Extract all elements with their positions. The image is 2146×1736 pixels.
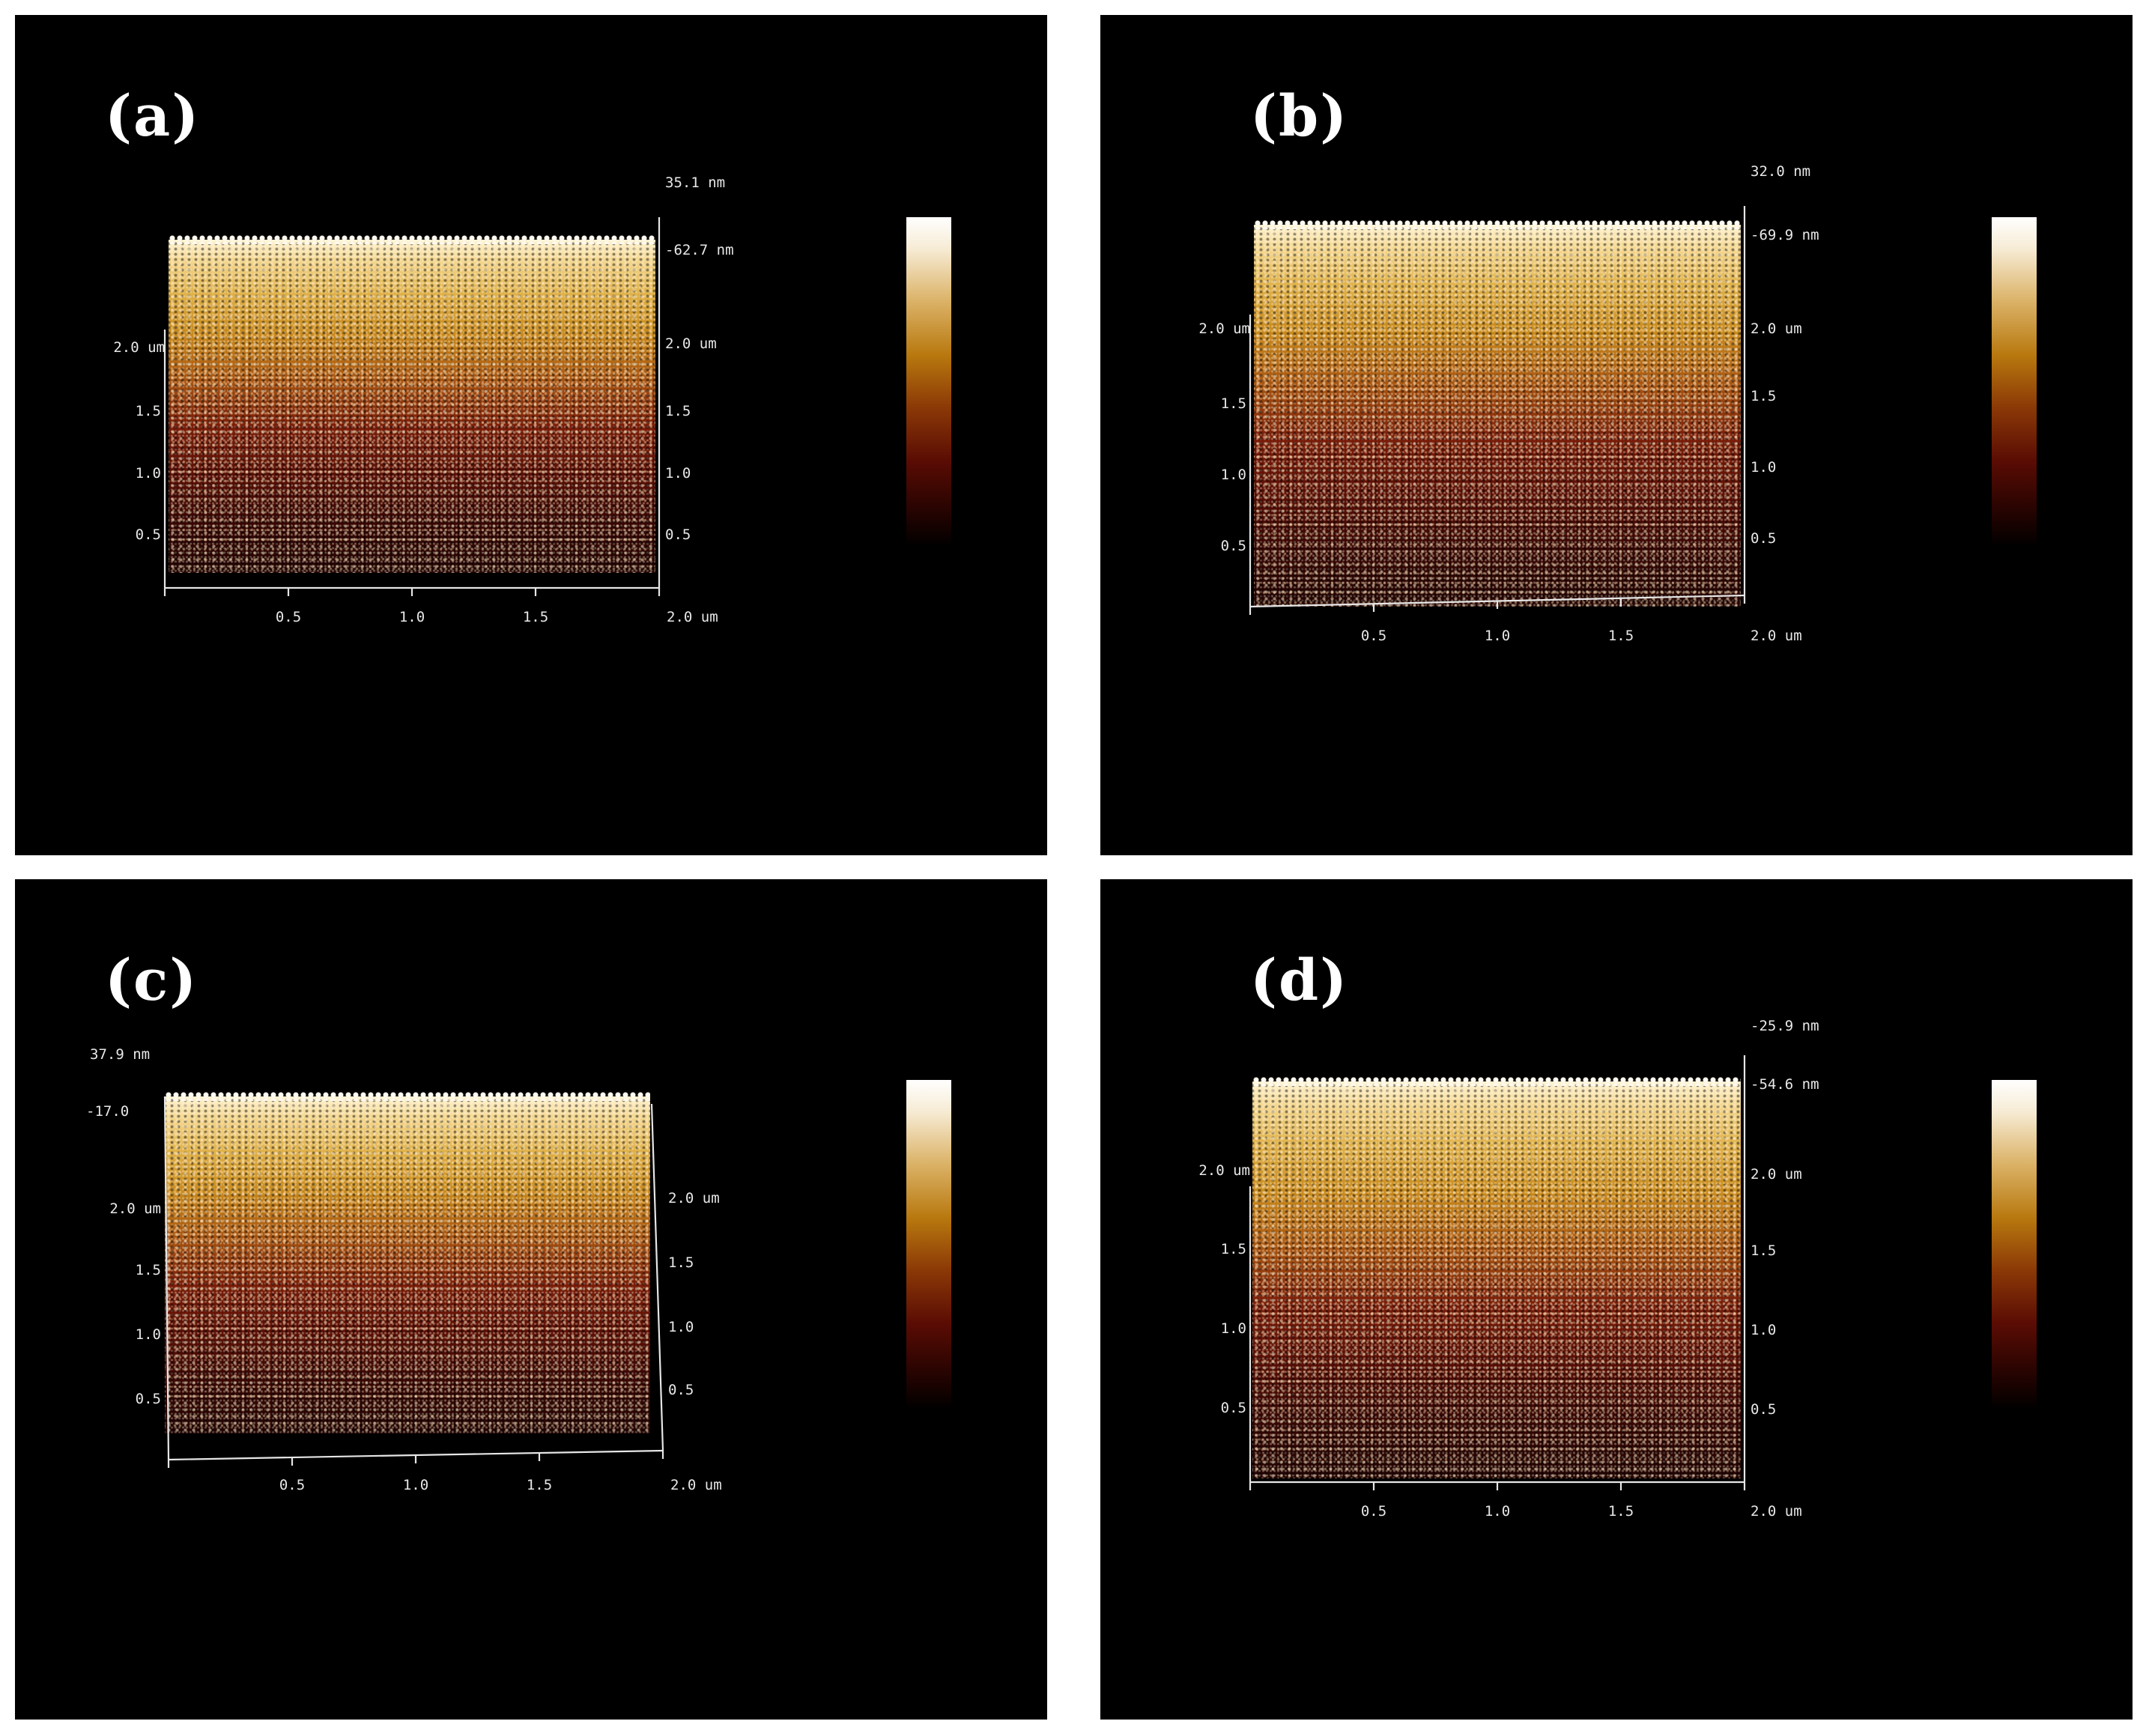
height-colorbar <box>906 217 951 547</box>
afm-panel-d: (d) 0.5 1.0 1.5 2.0 um 2.0 um 1.5 1.0 0.… <box>1100 879 2133 1720</box>
x-tick-label: 1.5 <box>1608 1503 1634 1520</box>
y-tick-label: 0.5 <box>1751 1401 1776 1418</box>
y-tick-label: 1.0 <box>668 1319 694 1335</box>
afm-surface-image <box>1254 220 1741 607</box>
z-max-label: 37.9 nm <box>90 1046 150 1063</box>
x-tick-label: 2.0 um <box>1751 1503 1802 1520</box>
y-tick-label: 0.5 <box>665 526 691 543</box>
x-tick-label: 1.5 <box>527 1477 552 1493</box>
z-min-label: -54.6 nm <box>1751 1076 1819 1093</box>
y-tick-label: 1.0 <box>1751 459 1776 476</box>
left-axis-top-label: 2.0 um <box>109 1201 161 1217</box>
afm-surface-image <box>165 1092 650 1433</box>
right-axis-top-label: 2.0 um <box>1751 321 1802 337</box>
afm-panel-c: (c) 0.5 1.0 1.5 2.0 um 37.9 nm -17.0 2.0… <box>15 879 1047 1720</box>
y-tick-label: 1.0 <box>1221 1320 1246 1337</box>
y-tick-label: 0.5 <box>1221 538 1246 554</box>
y-tick-label: 1.5 <box>1221 1241 1246 1257</box>
afm-axes: 0.5 1.0 1.5 2.0 um 2.0 um 1.5 1.0 0.5 2.… <box>1198 163 1819 644</box>
y-tick-label: 1.5 <box>1221 395 1246 412</box>
x-tick-label: 1.0 <box>1485 1503 1510 1520</box>
y-tick-label: 1.0 <box>136 465 161 482</box>
z-max-label: 32.0 nm <box>1751 163 1810 180</box>
x-tick-label: 1.0 <box>403 1477 428 1493</box>
afm-panel-b: (b) 0.5 1.0 1.5 2.0 um 2.0 um 1.5 1.0 0.… <box>1100 15 2133 855</box>
y-tick-label: 1.0 <box>1751 1322 1776 1338</box>
z-max-label: 35.1 nm <box>665 174 725 191</box>
z-min-label: -17.0 <box>86 1103 129 1120</box>
x-tick-label: 0.5 <box>276 609 301 625</box>
afm-surface-image <box>169 235 655 573</box>
left-axis-top-label: 2.0 um <box>1198 321 1250 337</box>
y-tick-label: 1.5 <box>136 403 161 419</box>
height-colorbar <box>1992 217 2037 547</box>
afm-axes: 0.5 1.0 1.5 2.0 um 2.0 um 1.5 1.0 0.5 2.… <box>113 174 734 625</box>
x-tick-label: 0.5 <box>1361 1503 1386 1520</box>
left-axis-top-label: 2.0 um <box>113 339 165 356</box>
right-axis-top-label: 2.0 um <box>665 336 717 352</box>
y-tick-label: 1.5 <box>136 1262 161 1278</box>
afm-axes: 0.5 1.0 1.5 2.0 um 37.9 nm -17.0 2.0 um … <box>86 1046 722 1493</box>
panel-label: (b) <box>1250 82 1349 149</box>
y-tick-label: 0.5 <box>1751 530 1776 547</box>
y-tick-label: 1.0 <box>665 465 691 482</box>
x-tick-label: 0.5 <box>1361 628 1386 644</box>
z-min-label: -69.9 nm <box>1751 227 1819 243</box>
y-tick-label: 1.5 <box>665 403 691 419</box>
panel-label: (d) <box>1250 947 1349 1013</box>
y-tick-label: 0.5 <box>1221 1400 1246 1416</box>
left-axis-line <box>163 1096 170 1460</box>
y-tick-label: 0.5 <box>136 526 161 543</box>
y-tick-label: 0.5 <box>136 1391 161 1407</box>
x-tick-label: 2.0 um <box>670 1477 722 1493</box>
y-tick-label: 1.5 <box>1751 1242 1776 1259</box>
x-tick-label: 1.0 <box>1485 628 1510 644</box>
afm-surface-image <box>1252 1077 1741 1478</box>
x-tick-label: 1.5 <box>1608 628 1634 644</box>
y-tick-label: 1.5 <box>668 1254 694 1271</box>
z-max-label: -25.9 nm <box>1751 1018 1819 1034</box>
y-tick-label: 1.5 <box>1751 388 1776 404</box>
y-tick-label: 1.0 <box>136 1326 161 1343</box>
right-axis-line <box>650 1103 664 1451</box>
height-colorbar <box>1992 1080 2037 1409</box>
afm-axes: 0.5 1.0 1.5 2.0 um 2.0 um 1.5 1.0 0.5 2.… <box>1198 1018 1819 1520</box>
x-tick-label: 2.0 um <box>667 609 718 625</box>
height-colorbar <box>906 1080 951 1409</box>
x-tick-label: 1.0 <box>399 609 425 625</box>
y-tick-label: 0.5 <box>668 1382 694 1398</box>
z-min-label: -62.7 nm <box>665 242 734 258</box>
x-tick-label: 0.5 <box>279 1477 305 1493</box>
afm-panel-a: (a) 0.5 1.0 1.5 2.0 um 2.0 um 1.5 1.0 0.… <box>15 15 1047 855</box>
y-tick-label: 1.0 <box>1221 467 1246 483</box>
panel-label: (a) <box>105 82 201 149</box>
right-axis-top-label: 2.0 um <box>668 1190 720 1207</box>
left-axis-top-label: 2.0 um <box>1198 1162 1250 1179</box>
x-tick-label: 2.0 um <box>1751 628 1802 644</box>
x-tick-label: 1.5 <box>523 609 548 625</box>
right-axis-top-label: 2.0 um <box>1751 1166 1802 1183</box>
panel-label: (c) <box>105 947 198 1013</box>
